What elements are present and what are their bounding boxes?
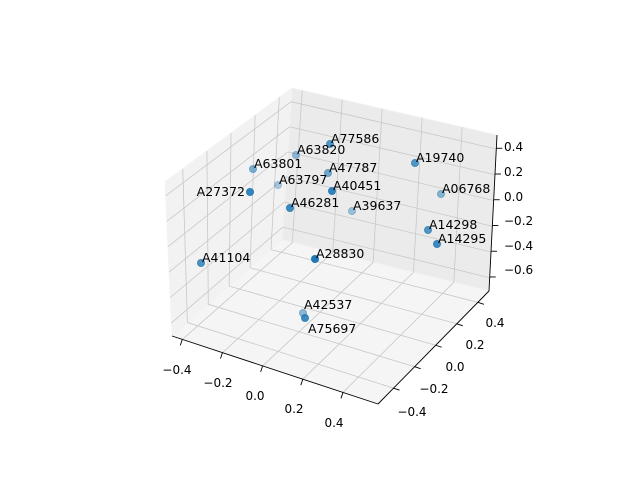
z-gridline-left bbox=[171, 226, 284, 324]
x-tick-label: −0.4 bbox=[162, 363, 191, 377]
data-point bbox=[273, 180, 282, 189]
point-label: A63797 bbox=[279, 172, 327, 187]
data-point bbox=[432, 239, 441, 248]
z-gridline-back bbox=[282, 226, 490, 279]
y-tick bbox=[414, 366, 421, 370]
data-point bbox=[410, 158, 419, 167]
x-tick bbox=[260, 365, 264, 373]
data-point bbox=[325, 139, 334, 148]
data-point bbox=[323, 168, 332, 177]
y-tick bbox=[393, 387, 400, 391]
data-point bbox=[248, 164, 257, 173]
x-tick-label: 0.4 bbox=[324, 416, 343, 430]
x-tick-label: 0.2 bbox=[284, 402, 303, 416]
x-gridline-back bbox=[332, 99, 343, 253]
data-point bbox=[423, 225, 432, 234]
point-label: A39637 bbox=[353, 198, 401, 213]
point-label: A40451 bbox=[333, 178, 381, 193]
point-label: A77586 bbox=[331, 131, 379, 146]
y-gridline-floor bbox=[208, 303, 415, 368]
data-point bbox=[196, 258, 205, 267]
x-gridline-back bbox=[413, 117, 423, 273]
data-point bbox=[245, 187, 254, 196]
point-label: A14298 bbox=[429, 217, 477, 232]
z-gridline-left bbox=[168, 176, 287, 273]
z-gridline-left bbox=[169, 201, 285, 298]
y-tick-label: 0.4 bbox=[485, 316, 504, 330]
point-label: A27372 bbox=[197, 184, 245, 199]
point-label: A19740 bbox=[416, 150, 464, 165]
z-gridline-left bbox=[167, 151, 289, 247]
x-gridline-floor bbox=[302, 272, 414, 380]
y-tick bbox=[435, 344, 442, 348]
point-label: A14295 bbox=[438, 231, 486, 246]
x-tick bbox=[300, 379, 304, 386]
y-tick-label: 0.0 bbox=[445, 360, 464, 374]
x-tick bbox=[340, 392, 344, 399]
z-gridline-left bbox=[165, 101, 292, 197]
x-gridline-floor bbox=[222, 252, 333, 353]
x-tick bbox=[220, 352, 223, 359]
data-point bbox=[291, 150, 300, 159]
z-tick-label: −0.6 bbox=[504, 263, 533, 277]
data-point bbox=[310, 254, 319, 263]
y-tick-label: 0.2 bbox=[465, 338, 484, 352]
z-gridline-back bbox=[291, 101, 497, 150]
data-point bbox=[327, 186, 336, 195]
point-label: A47787 bbox=[329, 160, 377, 175]
point-label: A06768 bbox=[442, 181, 490, 196]
x-gridline-back bbox=[453, 126, 463, 283]
x-axis-line bbox=[171, 335, 379, 405]
x-gridline-back bbox=[372, 108, 383, 263]
point-label: A63820 bbox=[297, 142, 345, 157]
x-tick-label: 0.0 bbox=[245, 389, 264, 403]
z-tick-label: −0.4 bbox=[504, 239, 533, 253]
point-label: A46281 bbox=[291, 195, 339, 210]
x-gridline-floor bbox=[262, 262, 374, 367]
point-label: A28830 bbox=[316, 246, 364, 261]
y-tick-label: −0.2 bbox=[419, 382, 448, 396]
data-point bbox=[300, 313, 309, 322]
y-gridline-left bbox=[182, 168, 188, 323]
x-gridline-floor bbox=[342, 282, 455, 393]
y-gridline-floor bbox=[249, 267, 457, 325]
point-label: A75697 bbox=[308, 321, 356, 336]
y-tick bbox=[477, 301, 485, 305]
point-label: A41104 bbox=[202, 250, 250, 265]
data-point bbox=[285, 203, 294, 212]
z-tick-label: −0.2 bbox=[504, 214, 533, 228]
y-tick bbox=[456, 323, 463, 327]
z-gridline-back bbox=[286, 176, 493, 227]
x-tick bbox=[179, 339, 183, 346]
z-axis-line bbox=[488, 134, 498, 292]
point-label: A63801 bbox=[254, 156, 302, 171]
y-gridline-floor bbox=[270, 249, 478, 303]
x-gridline-floor bbox=[182, 242, 293, 340]
x-gridline-back bbox=[291, 90, 303, 243]
z-tick-label: 0.2 bbox=[504, 165, 523, 179]
y-axis-line bbox=[377, 290, 490, 405]
z-gridline-back bbox=[284, 201, 492, 253]
data-point bbox=[347, 206, 356, 215]
z-gridline-back bbox=[289, 126, 496, 176]
y-gridline-left bbox=[228, 133, 232, 287]
z-tick-label: 0.4 bbox=[504, 140, 523, 154]
z-tick-label: 0.0 bbox=[504, 190, 523, 204]
y-gridline-floor bbox=[187, 322, 394, 389]
z-gridline-left bbox=[166, 126, 290, 222]
x-tick-label: −0.2 bbox=[203, 376, 232, 390]
data-point bbox=[436, 189, 445, 198]
z-gridline-back bbox=[287, 151, 494, 201]
y-gridline-left bbox=[270, 97, 280, 250]
y-gridline-floor bbox=[229, 285, 436, 346]
y-gridline-left bbox=[206, 150, 209, 305]
y-tick-label: −0.4 bbox=[397, 405, 426, 419]
point-label: A42537 bbox=[304, 297, 352, 312]
